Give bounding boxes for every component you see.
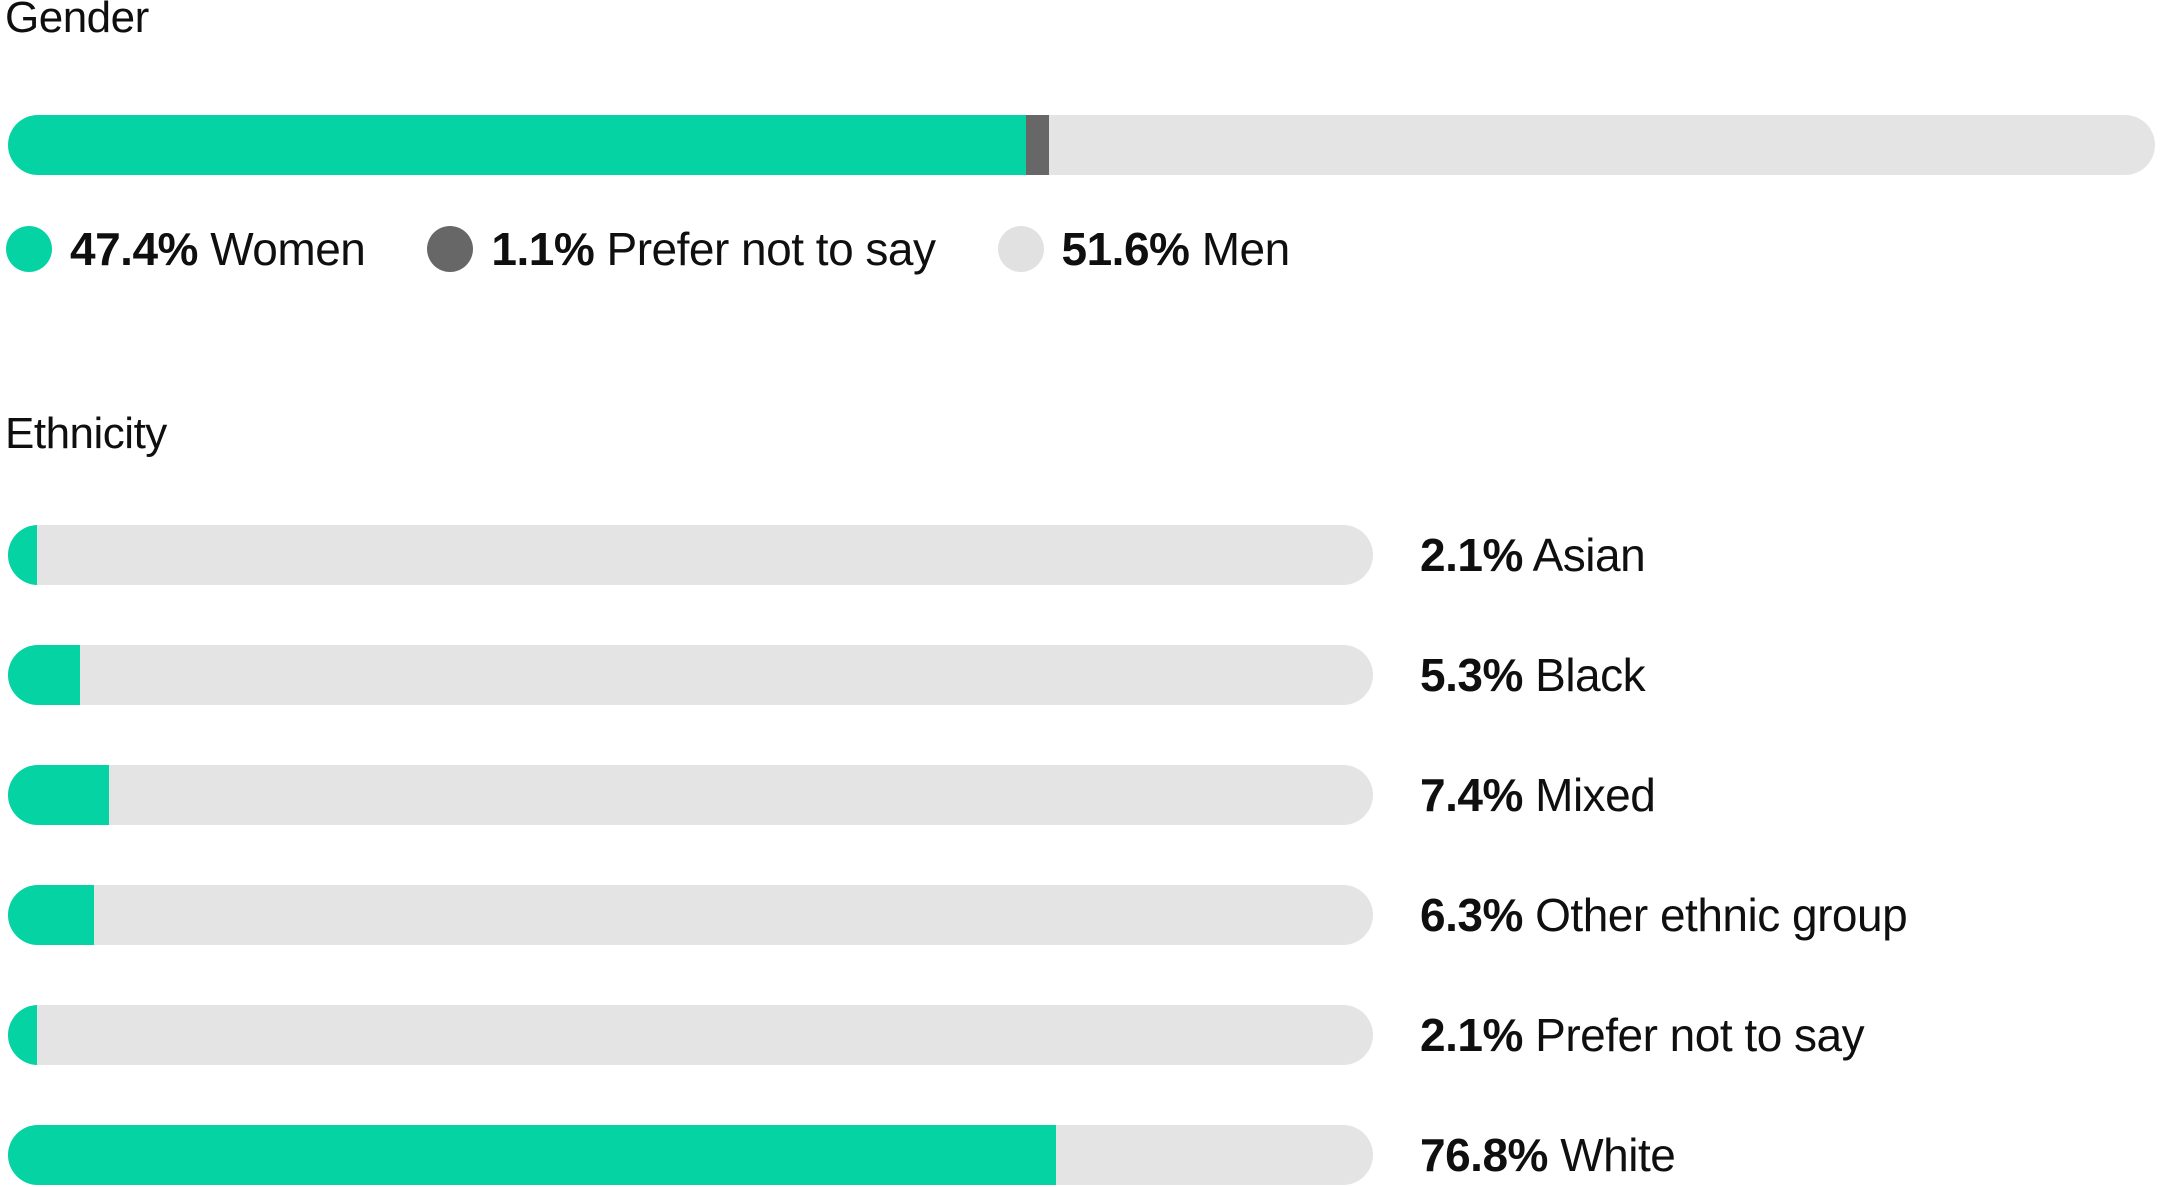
gender-section-title: Gender <box>5 0 149 42</box>
legend-text-men: 51.6% Men <box>1061 223 1291 275</box>
ethnicity-bar-fill-white <box>8 1125 1057 1185</box>
other-ethnic-group-label: Other ethnic group <box>1535 889 1908 941</box>
ethnicity-row-mixed: 7.4% Mixed <box>8 765 1656 825</box>
black-percent: 5.3% <box>1420 649 1523 701</box>
black-label: Black <box>1535 649 1646 701</box>
prefer-not-to-say-color-dot-icon <box>427 226 474 272</box>
ethnicity-prefer-not-to-say-label: Prefer not to say <box>1535 1009 1865 1061</box>
white-label: White <box>1560 1129 1676 1181</box>
legend-text-prefer-not-to-say: 1.1% Prefer not to say <box>491 223 937 275</box>
ethnicity-row-asian: 2.1% Asian <box>8 525 1646 585</box>
ethnicity-bar-track <box>8 645 1373 705</box>
ethnicity-prefer-not-to-say-percent: 2.1% <box>1420 1009 1523 1061</box>
ethnicity-row-prefer-not-to-say: 2.1% Prefer not to say <box>8 1005 1865 1065</box>
mixed-label: Mixed <box>1535 769 1656 821</box>
ethnicity-bar-track <box>8 765 1373 825</box>
men-color-dot-icon <box>997 226 1044 272</box>
legend-text-women: 47.4% Women <box>70 223 366 275</box>
ethnicity-label-asian: 2.1% Asian <box>1420 525 1646 585</box>
ethnicity-bar-track <box>8 1125 1373 1185</box>
ethnicity-bar-track <box>8 1005 1373 1065</box>
prefer-not-to-say-percent: 1.1% <box>491 223 595 275</box>
legend-item-women: 47.4% Women <box>6 223 366 275</box>
ethnicity-label-mixed: 7.4% Mixed <box>1420 765 1656 825</box>
women-label: Women <box>210 223 366 275</box>
ethnicity-bar-track <box>8 525 1373 585</box>
legend-item-men: 51.6% Men <box>997 223 1291 275</box>
gender-bar-segment-women <box>8 115 1026 175</box>
legend-item-prefer-not-to-say: 1.1% Prefer not to say <box>427 223 937 275</box>
ethnicity-bar-fill-mixed <box>8 765 109 825</box>
asian-percent: 2.1% <box>1420 529 1523 581</box>
ethnicity-section-title: Ethnicity <box>5 409 167 458</box>
women-color-dot-icon <box>6 226 52 272</box>
ethnicity-row-black: 5.3% Black <box>8 645 1646 705</box>
ethnicity-label-other-ethnic-group: 6.3% Other ethnic group <box>1420 885 1908 945</box>
ethnicity-label-black: 5.3% Black <box>1420 645 1646 705</box>
prefer-not-to-say-label: Prefer not to say <box>606 223 937 275</box>
ethnicity-label-white: 76.8% White <box>1420 1125 1676 1185</box>
ethnicity-label-prefer-not-to-say: 2.1% Prefer not to say <box>1420 1005 1865 1065</box>
gender-legend: 47.4% Women 1.1% Prefer not to say 51.6%… <box>6 225 1290 273</box>
other-ethnic-group-percent: 6.3% <box>1420 889 1523 941</box>
ethnicity-bar-fill-asian <box>8 525 37 585</box>
men-percent: 51.6% <box>1061 223 1190 275</box>
ethnicity-bar-track <box>8 885 1373 945</box>
ethnicity-row-white: 76.8% White <box>8 1125 1676 1185</box>
gender-bar-segment-men <box>1049 115 2155 175</box>
asian-label: Asian <box>1532 529 1646 581</box>
mixed-percent: 7.4% <box>1420 769 1523 821</box>
ethnicity-bar-fill-prefer-not-to-say <box>8 1005 37 1065</box>
ethnicity-row-other-ethnic-group: 6.3% Other ethnic group <box>8 885 1908 945</box>
men-label: Men <box>1201 223 1290 275</box>
ethnicity-bar-fill-other-ethnic-group <box>8 885 94 945</box>
gender-bar-segment-prefer-not-to-say <box>1025 115 1050 175</box>
white-percent: 76.8% <box>1420 1129 1548 1181</box>
women-percent: 47.4% <box>70 223 198 275</box>
ethnicity-bar-fill-black <box>8 645 81 705</box>
gender-stacked-bar <box>8 115 2155 175</box>
